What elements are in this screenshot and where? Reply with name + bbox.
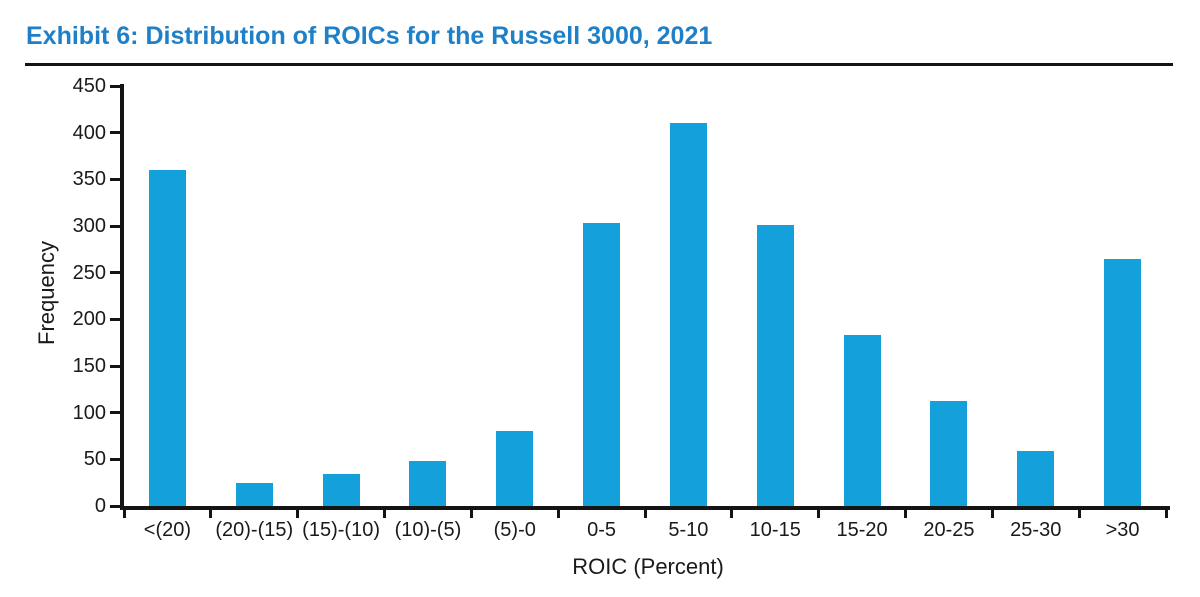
y-tick-mark xyxy=(110,317,120,321)
x-axis-title: ROIC (Percent) xyxy=(572,554,724,579)
x-tick-label: 15-20 xyxy=(836,519,888,541)
exhibit-title: Exhibit 6: Distribution of ROICs for the… xyxy=(26,22,713,50)
bar xyxy=(1017,450,1055,506)
y-tick-label: 300 xyxy=(72,215,106,237)
y-tick-label: 350 xyxy=(72,168,106,191)
bar xyxy=(669,123,707,506)
y-tick-mark xyxy=(110,411,120,415)
bar xyxy=(930,401,968,506)
x-tick-label: (10)-(5) xyxy=(394,519,462,541)
x-tick-mark xyxy=(556,510,560,518)
x-tick-mark xyxy=(122,510,126,518)
y-tick-mark xyxy=(110,504,120,508)
title-divider-rule xyxy=(25,63,1173,66)
x-tick-label: (15)-(10) xyxy=(302,519,380,541)
y-tick-mark xyxy=(110,84,120,88)
y-tick-label: 0 xyxy=(94,495,106,517)
x-tick-mark xyxy=(817,510,821,518)
x-tick-label: 0-5 xyxy=(587,519,617,541)
x-tick-mark xyxy=(990,510,994,518)
bar xyxy=(756,225,794,506)
y-tick-label: 450 xyxy=(72,75,106,97)
y-tick-label: 50 xyxy=(83,448,106,471)
x-tick-label: (20)-(15) xyxy=(215,519,294,541)
x-tick-mark xyxy=(1164,510,1168,518)
y-tick-label: 250 xyxy=(72,261,106,284)
x-tick-label: 25-30 xyxy=(1010,519,1062,541)
bar xyxy=(583,223,621,506)
x-tick-label: 20-25 xyxy=(923,519,975,541)
x-tick-mark xyxy=(904,510,907,518)
x-tick-label: >30 xyxy=(1105,519,1140,541)
y-tick-mark xyxy=(110,271,120,275)
x-tick-mark xyxy=(730,510,734,518)
x-tick-mark xyxy=(296,510,300,518)
bar xyxy=(409,461,447,506)
y-tick-mark xyxy=(110,177,120,181)
y-tick-label: 100 xyxy=(72,401,106,424)
y-tick-mark xyxy=(110,224,120,228)
bar xyxy=(322,474,360,506)
x-tick-label: 5-10 xyxy=(668,519,709,541)
x-tick-mark xyxy=(209,510,213,518)
y-tick-mark xyxy=(110,364,120,368)
y-tick-label: 400 xyxy=(72,121,106,144)
x-tick-mark xyxy=(643,510,647,518)
x-tick-label: <(20) xyxy=(143,519,192,541)
y-tick-mark xyxy=(110,131,120,135)
bar xyxy=(843,335,881,506)
y-tick-label: 200 xyxy=(72,308,106,331)
y-tick-mark xyxy=(110,457,120,461)
bar xyxy=(496,431,534,506)
x-tick-label: 10-15 xyxy=(749,519,801,541)
x-tick-label: (5)-0 xyxy=(493,519,536,541)
x-tick-mark xyxy=(469,510,473,518)
y-tick-label: 150 xyxy=(72,355,106,377)
x-axis-line xyxy=(120,506,1170,510)
bar xyxy=(148,170,186,506)
y-axis-line xyxy=(120,84,124,510)
x-tick-mark xyxy=(1077,510,1081,518)
x-tick-mark xyxy=(383,510,386,518)
bar xyxy=(235,482,273,506)
bar xyxy=(1104,258,1142,506)
